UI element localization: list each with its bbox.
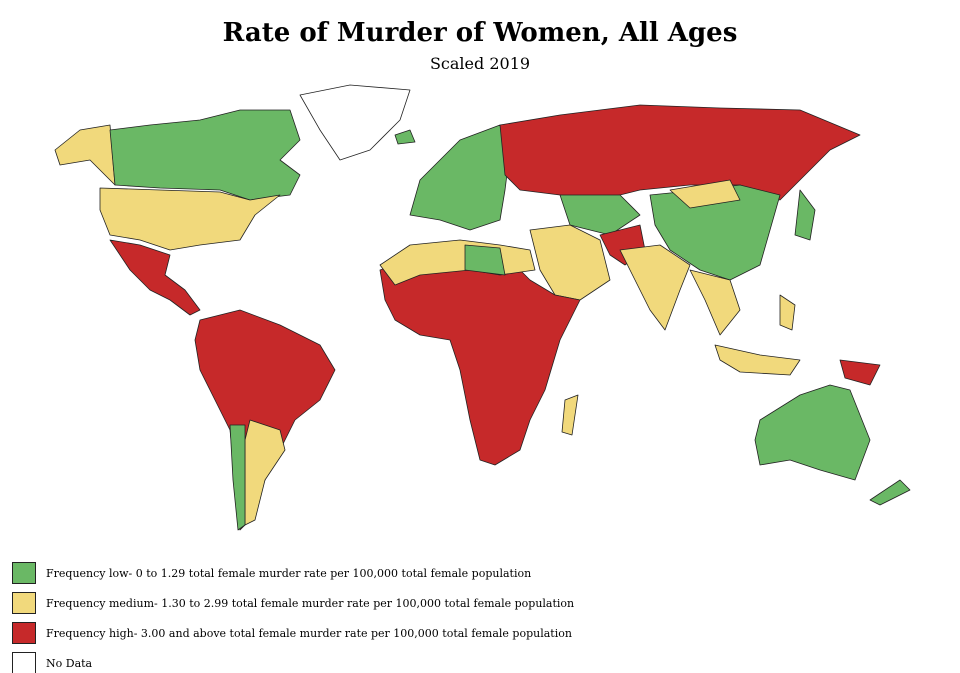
region — [244, 419, 286, 526]
legend-swatch — [12, 592, 36, 614]
region — [559, 194, 641, 236]
region — [229, 424, 246, 531]
legend-swatch — [12, 562, 36, 584]
region — [109, 109, 301, 201]
region — [464, 244, 506, 276]
region — [529, 224, 611, 301]
legend-item: Frequency low- 0 to 1.29 total female mu… — [12, 558, 574, 588]
subtitle: Scaled 2019 — [429, 54, 531, 73]
legend-label: Frequency low- 0 to 1.29 total female mu… — [46, 566, 532, 580]
legend-item: Frequency high- 3.00 and above total fem… — [12, 618, 574, 648]
region — [754, 384, 871, 481]
legend-swatch — [12, 622, 36, 644]
region — [99, 187, 281, 251]
region — [779, 294, 796, 331]
region — [839, 359, 881, 386]
title: Rate of Murder of Women, All Ages — [222, 18, 738, 48]
region — [109, 239, 201, 316]
region — [869, 479, 911, 506]
legend-label: No Data — [46, 656, 93, 670]
region — [194, 309, 336, 531]
region — [299, 84, 411, 161]
legend: Frequency low- 0 to 1.29 total female mu… — [12, 558, 574, 673]
legend-label: Frequency high- 3.00 and above total fem… — [46, 626, 572, 640]
legend-label: Frequency medium- 1.30 to 2.99 total fem… — [46, 596, 575, 610]
legend-item: No Data — [12, 648, 574, 673]
legend-item: Frequency medium- 1.30 to 2.99 total fem… — [12, 588, 574, 618]
region — [394, 129, 416, 145]
region — [561, 394, 579, 436]
region — [669, 179, 741, 209]
region — [499, 104, 861, 201]
region — [689, 269, 741, 336]
region — [619, 244, 691, 331]
legend-swatch — [12, 652, 36, 673]
region — [794, 189, 816, 241]
region — [409, 124, 511, 231]
region — [54, 124, 116, 186]
world-map — [54, 84, 911, 531]
region — [714, 344, 801, 376]
